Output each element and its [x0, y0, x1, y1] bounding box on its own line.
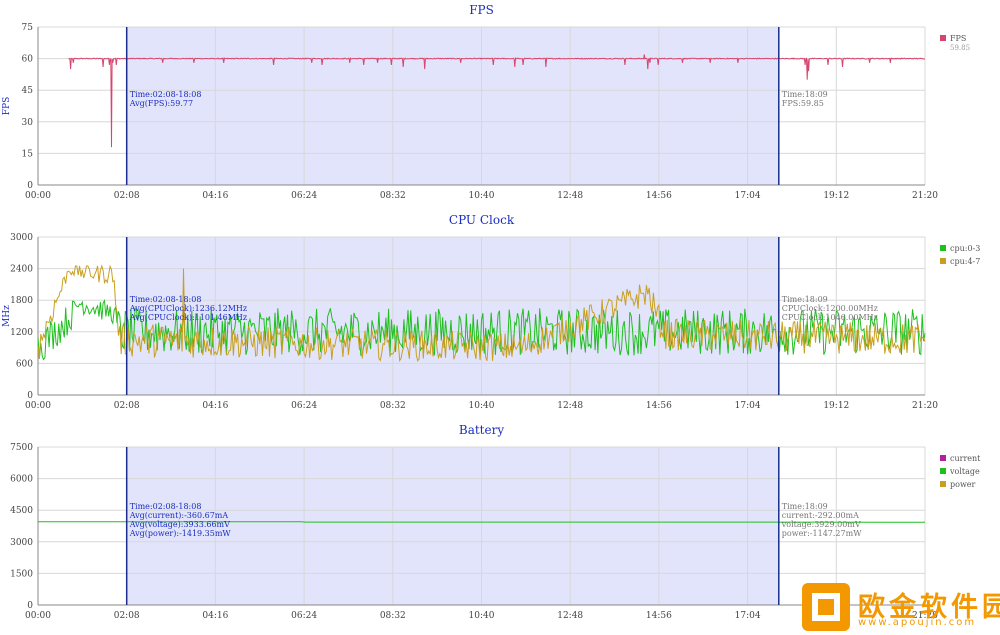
- watermark: 欧金软件园 www.apoujin.com: [802, 583, 998, 631]
- legend-swatch: [940, 258, 946, 264]
- annotation-text: Time:02:08-18:08: [130, 502, 202, 511]
- x-tick-label: 04:16: [202, 611, 228, 621]
- annotation-text: power:-1147.27mW: [782, 529, 862, 538]
- watermark-url: www.apoujin.com: [858, 617, 976, 628]
- x-tick-label: 00:00: [25, 611, 51, 621]
- legend-label: FPS: [950, 34, 966, 43]
- x-tick-label: 02:08: [114, 401, 140, 411]
- x-tick-label: 12:48: [557, 611, 583, 621]
- chart-title: CPU Clock: [449, 213, 515, 227]
- y-tick-label: 3000: [10, 538, 33, 548]
- y-tick-label: 1800: [10, 296, 33, 306]
- legend-swatch: [940, 468, 946, 474]
- y-tick-label: 0: [27, 601, 33, 611]
- y-tick-label: 0: [27, 181, 33, 191]
- x-tick-label: 04:16: [202, 191, 228, 201]
- legend-label: current: [950, 454, 981, 463]
- y-axis-label: MHz: [2, 305, 12, 327]
- annotation-text: Time:02:08-18:08: [130, 90, 202, 99]
- x-tick-label: 10:40: [469, 191, 495, 201]
- chart-title: FPS: [469, 3, 494, 17]
- x-tick-label: 17:04: [735, 611, 761, 621]
- y-tick-label: 1200: [10, 328, 33, 338]
- legend-value: 59.85: [950, 44, 970, 52]
- x-tick-label: 08:32: [380, 191, 406, 201]
- y-tick-label: 2400: [10, 265, 33, 275]
- annotation-text: CPUClock:1046.00MHz: [782, 313, 878, 322]
- x-tick-label: 14:56: [646, 191, 672, 201]
- y-tick-label: 4500: [10, 506, 33, 516]
- annotation-text: Time:18:09: [782, 90, 828, 99]
- x-tick-label: 10:40: [469, 401, 495, 411]
- x-tick-label: 19:12: [823, 401, 849, 411]
- annotation-text: FPS:59.85: [782, 99, 824, 108]
- x-tick-label: 08:32: [380, 401, 406, 411]
- y-tick-label: 1500: [10, 569, 33, 579]
- x-tick-label: 21:20: [912, 191, 938, 201]
- annotation-text: Avg(current):-360.67mA: [129, 511, 229, 520]
- annotation-text: Time:18:09: [782, 295, 828, 304]
- chart-title: Battery: [459, 423, 504, 437]
- x-tick-label: 12:48: [557, 401, 583, 411]
- legend-label: cpu:0-3: [950, 244, 980, 253]
- x-tick-label: 08:32: [380, 611, 406, 621]
- x-tick-label: 00:00: [25, 401, 51, 411]
- y-tick-label: 15: [22, 149, 34, 159]
- selection-band: [127, 27, 779, 185]
- annotation-text: CPUClock:1200.00MHz: [782, 304, 878, 313]
- annotation-text: voltage:3929.00mV: [781, 520, 861, 529]
- x-tick-label: 21:20: [912, 401, 938, 411]
- x-tick-label: 06:24: [291, 611, 317, 621]
- annotation-text: Avg(FPS):59.77: [129, 99, 193, 108]
- y-tick-label: 30: [22, 118, 34, 128]
- legend-label: power: [950, 480, 976, 489]
- annotation-text: Time:18:09: [782, 502, 828, 511]
- annotation-text: Time:02:08-18:08: [130, 295, 202, 304]
- annotation-text: current:-292.00mA: [782, 511, 859, 520]
- legend-swatch: [940, 245, 946, 251]
- y-tick-label: 7500: [10, 443, 33, 453]
- y-tick-label: 3000: [10, 233, 33, 243]
- x-tick-label: 02:08: [114, 611, 140, 621]
- y-tick-label: 0: [27, 391, 33, 401]
- x-tick-label: 00:00: [25, 191, 51, 201]
- legend-swatch: [940, 481, 946, 487]
- y-tick-label: 6000: [10, 475, 33, 485]
- x-tick-label: 02:08: [114, 191, 140, 201]
- legend-label: cpu:4-7: [950, 257, 980, 266]
- annotation-text: Avg(power):-1419.35mW: [129, 529, 232, 538]
- x-tick-label: 04:16: [202, 401, 228, 411]
- y-axis-label: FPS: [2, 97, 12, 115]
- x-tick-label: 17:04: [735, 191, 761, 201]
- x-tick-label: 12:48: [557, 191, 583, 201]
- annotation-text: Avg(voltage):3933.66mV: [129, 520, 230, 529]
- legend-label: voltage: [949, 467, 980, 476]
- legend-swatch: [940, 35, 946, 41]
- annotation-text: Avg(CPUClock):1101.46MHz: [129, 313, 247, 322]
- y-tick-label: 60: [22, 55, 34, 65]
- x-tick-label: 14:56: [646, 401, 672, 411]
- annotation-text: Avg(CPUClock):1236.12MHz: [129, 304, 247, 313]
- x-tick-label: 17:04: [735, 401, 761, 411]
- x-tick-label: 06:24: [291, 401, 317, 411]
- watermark-logo-icon: [802, 583, 850, 631]
- y-tick-label: 45: [22, 86, 34, 96]
- y-tick-label: 600: [16, 359, 33, 369]
- x-tick-label: 19:12: [823, 191, 849, 201]
- legend-swatch: [940, 455, 946, 461]
- x-tick-label: 06:24: [291, 191, 317, 201]
- x-tick-label: 14:56: [646, 611, 672, 621]
- y-tick-label: 75: [22, 23, 34, 33]
- x-tick-label: 10:40: [469, 611, 495, 621]
